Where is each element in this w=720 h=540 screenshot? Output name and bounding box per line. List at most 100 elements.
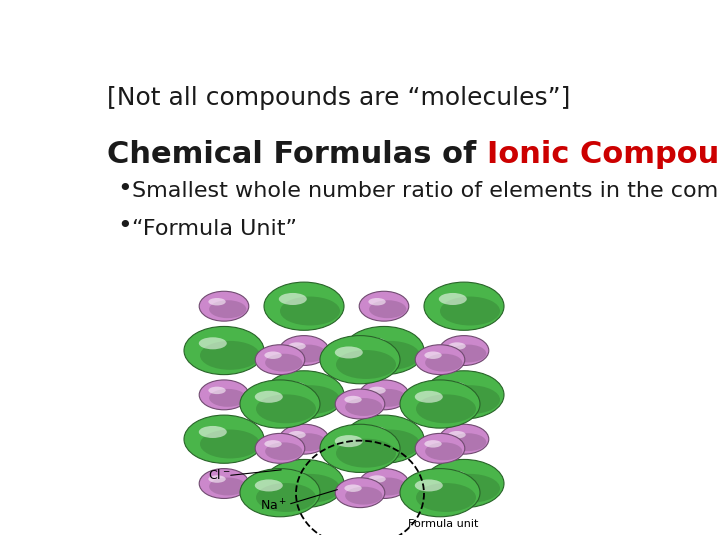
Ellipse shape: [200, 341, 260, 370]
Ellipse shape: [438, 470, 467, 482]
Ellipse shape: [265, 354, 302, 372]
Ellipse shape: [256, 483, 316, 512]
Ellipse shape: [369, 298, 386, 306]
Ellipse shape: [255, 391, 283, 403]
Ellipse shape: [289, 342, 306, 350]
Ellipse shape: [438, 382, 467, 394]
Ellipse shape: [256, 394, 316, 423]
Ellipse shape: [415, 391, 443, 403]
Ellipse shape: [208, 298, 226, 306]
Ellipse shape: [289, 431, 306, 438]
Ellipse shape: [279, 335, 329, 366]
Ellipse shape: [415, 480, 443, 491]
Ellipse shape: [369, 387, 386, 394]
Ellipse shape: [425, 442, 462, 460]
Ellipse shape: [280, 474, 340, 503]
Ellipse shape: [424, 440, 442, 448]
Ellipse shape: [360, 429, 420, 458]
Ellipse shape: [449, 431, 466, 438]
Ellipse shape: [279, 382, 307, 394]
Ellipse shape: [279, 424, 329, 454]
Ellipse shape: [240, 380, 320, 428]
Ellipse shape: [264, 460, 344, 508]
Ellipse shape: [424, 352, 442, 359]
Ellipse shape: [449, 342, 466, 350]
Ellipse shape: [400, 380, 480, 428]
Ellipse shape: [344, 415, 424, 463]
Ellipse shape: [449, 345, 486, 362]
Ellipse shape: [359, 469, 409, 498]
Text: [Not all compounds are “molecules”]: [Not all compounds are “molecules”]: [107, 85, 570, 110]
Text: “Formula Unit”: “Formula Unit”: [132, 219, 297, 239]
Ellipse shape: [280, 385, 340, 414]
Ellipse shape: [320, 335, 400, 384]
Ellipse shape: [344, 327, 424, 375]
Ellipse shape: [199, 291, 249, 321]
Ellipse shape: [336, 478, 384, 508]
Ellipse shape: [208, 387, 226, 394]
Ellipse shape: [415, 434, 465, 463]
Ellipse shape: [400, 469, 480, 517]
Text: Cl$^-$: Cl$^-$: [208, 468, 230, 482]
Ellipse shape: [209, 477, 246, 496]
Ellipse shape: [255, 345, 305, 375]
Ellipse shape: [449, 433, 486, 451]
Ellipse shape: [199, 426, 227, 438]
Ellipse shape: [416, 394, 476, 423]
Text: Smallest whole number ratio of elements in the compound: Smallest whole number ratio of elements …: [132, 181, 720, 201]
Ellipse shape: [264, 282, 344, 330]
Ellipse shape: [416, 483, 476, 512]
Ellipse shape: [344, 484, 361, 492]
Ellipse shape: [208, 475, 226, 483]
Ellipse shape: [279, 470, 307, 482]
Ellipse shape: [345, 398, 382, 416]
Ellipse shape: [345, 487, 382, 504]
Ellipse shape: [289, 433, 326, 451]
Ellipse shape: [264, 440, 282, 448]
Ellipse shape: [359, 291, 409, 321]
Ellipse shape: [199, 380, 249, 410]
Ellipse shape: [280, 296, 340, 326]
Ellipse shape: [359, 380, 409, 410]
Ellipse shape: [369, 389, 406, 407]
Text: Chemical Formulas of: Chemical Formulas of: [107, 140, 487, 168]
Ellipse shape: [255, 434, 305, 463]
Ellipse shape: [439, 424, 489, 454]
Ellipse shape: [320, 424, 400, 472]
Ellipse shape: [289, 345, 326, 362]
Ellipse shape: [369, 300, 406, 318]
Ellipse shape: [440, 296, 500, 326]
Ellipse shape: [336, 389, 384, 419]
Ellipse shape: [415, 345, 465, 375]
Ellipse shape: [199, 469, 249, 498]
Ellipse shape: [240, 469, 320, 517]
Ellipse shape: [439, 335, 489, 366]
Ellipse shape: [369, 475, 386, 483]
Ellipse shape: [438, 293, 467, 305]
Ellipse shape: [336, 350, 396, 379]
Ellipse shape: [440, 385, 500, 414]
Ellipse shape: [440, 474, 500, 503]
Ellipse shape: [255, 480, 283, 491]
Ellipse shape: [335, 435, 363, 447]
Ellipse shape: [209, 389, 246, 407]
Ellipse shape: [199, 338, 227, 349]
Ellipse shape: [344, 396, 361, 403]
Text: •: •: [117, 214, 132, 239]
Ellipse shape: [265, 442, 302, 460]
Ellipse shape: [424, 371, 504, 419]
Ellipse shape: [264, 352, 282, 359]
Ellipse shape: [359, 426, 387, 438]
Ellipse shape: [369, 477, 406, 496]
Text: Ionic Compounds: Ionic Compounds: [487, 140, 720, 168]
Ellipse shape: [335, 347, 363, 359]
Ellipse shape: [424, 282, 504, 330]
Text: Na$^+$: Na$^+$: [260, 498, 287, 514]
Text: •: •: [117, 177, 132, 201]
Ellipse shape: [424, 460, 504, 508]
Ellipse shape: [209, 300, 246, 318]
Ellipse shape: [336, 438, 396, 468]
Ellipse shape: [264, 371, 344, 419]
Ellipse shape: [184, 415, 264, 463]
Text: Formula unit: Formula unit: [408, 519, 478, 529]
